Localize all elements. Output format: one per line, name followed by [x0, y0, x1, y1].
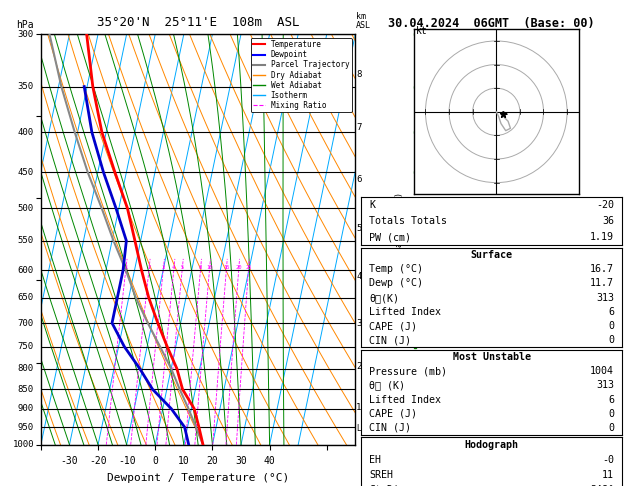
Text: 1: 1	[356, 403, 362, 413]
Text: Dewp (°C): Dewp (°C)	[369, 278, 423, 289]
Text: 700: 700	[18, 318, 34, 328]
Text: 0: 0	[608, 335, 615, 346]
Text: 950: 950	[18, 423, 34, 432]
Text: 0: 0	[608, 321, 615, 331]
Text: θᴇ(K): θᴇ(K)	[369, 293, 399, 303]
Text: 313: 313	[596, 381, 615, 390]
Text: 7: 7	[356, 123, 362, 132]
Text: 4: 4	[172, 265, 175, 270]
Text: Temp (°C): Temp (°C)	[369, 264, 423, 274]
Text: -20: -20	[89, 456, 107, 466]
Text: Pressure (mb): Pressure (mb)	[369, 366, 447, 376]
Text: 35°20'N  25°11'E  108m  ASL: 35°20'N 25°11'E 108m ASL	[97, 16, 299, 29]
Text: -20: -20	[596, 200, 615, 210]
Text: 15: 15	[223, 265, 230, 270]
Text: 6: 6	[608, 395, 615, 404]
Text: StmDir: StmDir	[369, 485, 405, 486]
Text: 30: 30	[235, 456, 247, 466]
Text: 10: 10	[206, 265, 213, 270]
Text: 6: 6	[356, 174, 362, 184]
Text: 650: 650	[18, 293, 34, 302]
Text: 850: 850	[18, 385, 34, 394]
Text: 8: 8	[199, 265, 202, 270]
Text: 0: 0	[608, 423, 615, 433]
Text: kt: kt	[416, 26, 428, 36]
Text: Hodograph: Hodograph	[465, 440, 518, 450]
Text: 6: 6	[608, 307, 615, 317]
Text: 11: 11	[602, 470, 615, 480]
Text: 8: 8	[356, 70, 362, 79]
Text: -10: -10	[118, 456, 135, 466]
Text: Totals Totals: Totals Totals	[369, 216, 447, 226]
Text: Dewpoint / Temperature (°C): Dewpoint / Temperature (°C)	[107, 473, 289, 484]
Text: 600: 600	[18, 266, 34, 275]
Text: 4: 4	[356, 272, 362, 281]
Legend: Temperature, Dewpoint, Parcel Trajectory, Dry Adiabat, Wet Adiabat, Isotherm, Mi: Temperature, Dewpoint, Parcel Trajectory…	[251, 38, 352, 112]
Text: SREH: SREH	[369, 470, 393, 480]
Text: 1: 1	[124, 265, 127, 270]
Text: 500: 500	[18, 204, 34, 213]
Text: θᴇ (K): θᴇ (K)	[369, 381, 405, 390]
Text: 2: 2	[147, 265, 150, 270]
Text: 0: 0	[152, 456, 158, 466]
Text: 348°: 348°	[590, 485, 615, 486]
Text: 10: 10	[178, 456, 190, 466]
Text: 40: 40	[264, 456, 276, 466]
Text: 300: 300	[18, 30, 34, 38]
Text: 350: 350	[18, 82, 34, 91]
Text: 0: 0	[608, 409, 615, 419]
Text: EH: EH	[369, 455, 381, 465]
Text: 16.7: 16.7	[590, 264, 615, 274]
Text: CAPE (J): CAPE (J)	[369, 409, 417, 419]
Text: 3: 3	[356, 318, 362, 328]
Text: 750: 750	[18, 342, 34, 351]
Text: 2: 2	[356, 362, 362, 371]
Text: 550: 550	[18, 236, 34, 245]
Text: Lifted Index: Lifted Index	[369, 307, 441, 317]
Text: 5: 5	[181, 265, 184, 270]
Text: 1.19: 1.19	[590, 232, 615, 243]
Text: PW (cm): PW (cm)	[369, 232, 411, 243]
Text: Most Unstable: Most Unstable	[452, 352, 531, 362]
Text: 11.7: 11.7	[590, 278, 615, 289]
Text: 1000: 1000	[13, 440, 34, 449]
Text: 5: 5	[356, 224, 362, 233]
Text: 450: 450	[18, 168, 34, 177]
Text: hPa: hPa	[16, 20, 34, 30]
Text: LCL: LCL	[356, 424, 370, 433]
Text: km
ASL: km ASL	[356, 12, 371, 30]
Text: 25: 25	[245, 265, 252, 270]
Text: 30.04.2024  06GMT  (Base: 00): 30.04.2024 06GMT (Base: 00)	[388, 17, 595, 30]
Text: -30: -30	[60, 456, 78, 466]
Text: 36: 36	[602, 216, 615, 226]
Text: 20: 20	[206, 456, 218, 466]
Text: 3: 3	[162, 265, 165, 270]
Text: CAPE (J): CAPE (J)	[369, 321, 417, 331]
Text: K: K	[369, 200, 375, 210]
Text: Surface: Surface	[470, 250, 513, 260]
Text: Lifted Index: Lifted Index	[369, 395, 441, 404]
Text: 1004: 1004	[590, 366, 615, 376]
Text: 900: 900	[18, 404, 34, 413]
Text: 400: 400	[18, 128, 34, 137]
Text: -0: -0	[602, 455, 615, 465]
Text: 20: 20	[235, 265, 242, 270]
Text: Mixing Ratio (g/kg): Mixing Ratio (g/kg)	[395, 192, 404, 287]
Text: 313: 313	[596, 293, 615, 303]
Text: CIN (J): CIN (J)	[369, 423, 411, 433]
Text: 800: 800	[18, 364, 34, 373]
Text: CIN (J): CIN (J)	[369, 335, 411, 346]
